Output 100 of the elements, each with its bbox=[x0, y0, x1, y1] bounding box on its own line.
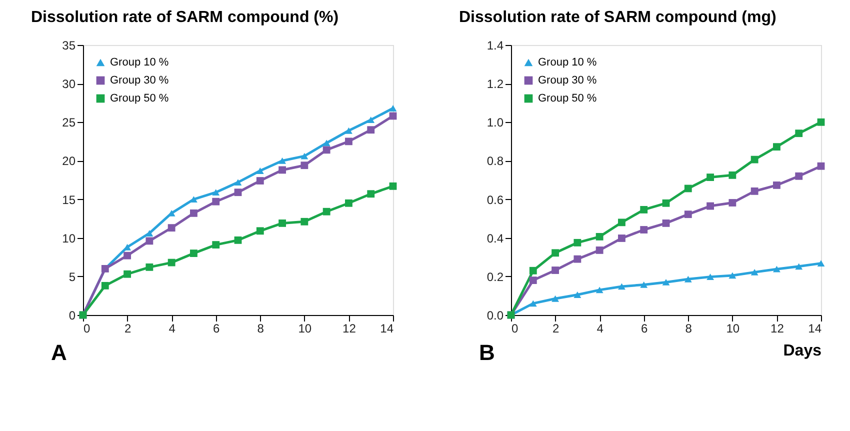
point bbox=[234, 179, 242, 186]
point bbox=[817, 118, 825, 126]
point bbox=[706, 174, 714, 182]
y-tick-label: 1.0 bbox=[486, 116, 504, 130]
point bbox=[773, 143, 780, 151]
point bbox=[596, 246, 604, 254]
point bbox=[300, 152, 308, 160]
point bbox=[773, 266, 780, 272]
point bbox=[278, 158, 286, 164]
point bbox=[300, 162, 308, 170]
point bbox=[750, 187, 758, 195]
point bbox=[256, 177, 264, 184]
point bbox=[146, 263, 154, 271]
point bbox=[662, 199, 670, 207]
point bbox=[367, 116, 375, 124]
point bbox=[367, 190, 375, 198]
point bbox=[168, 258, 176, 266]
point bbox=[795, 172, 803, 180]
point bbox=[389, 182, 397, 190]
point bbox=[529, 300, 537, 307]
x-tick-label: 0 bbox=[84, 322, 90, 336]
chart-title: Dissolution rate of SARM compound (%) bbox=[31, 9, 339, 26]
legend-label: Group 10 % bbox=[538, 56, 597, 68]
y-tick-label: 35 bbox=[62, 38, 76, 52]
point bbox=[618, 234, 626, 242]
point bbox=[146, 237, 154, 245]
point bbox=[684, 210, 692, 218]
legend-label: Group 50 % bbox=[110, 92, 169, 104]
text: B bbox=[479, 340, 495, 365]
text: A bbox=[51, 340, 67, 365]
y-tick-label: 0.6 bbox=[486, 192, 504, 207]
y-tick-label: 0.2 bbox=[486, 270, 504, 284]
point bbox=[529, 266, 537, 274]
point bbox=[124, 252, 131, 260]
point bbox=[234, 236, 242, 244]
point bbox=[662, 219, 670, 227]
point bbox=[256, 168, 264, 174]
point bbox=[596, 232, 604, 240]
point bbox=[212, 189, 220, 196]
point bbox=[552, 295, 559, 302]
point bbox=[618, 218, 626, 226]
x-tick-label: 2 bbox=[124, 322, 132, 336]
point bbox=[684, 276, 692, 282]
point bbox=[168, 224, 176, 232]
point bbox=[256, 227, 264, 235]
point bbox=[322, 208, 330, 216]
y-tick-label: 0.4 bbox=[486, 231, 504, 246]
x-tick-label: 6 bbox=[213, 322, 220, 336]
point bbox=[190, 209, 198, 217]
y-tick-label: 0.0 bbox=[486, 308, 504, 322]
point bbox=[662, 279, 670, 286]
x-tick-label: 8 bbox=[685, 322, 692, 336]
y-tick-label: 20 bbox=[62, 154, 76, 168]
point bbox=[728, 272, 736, 279]
legend-label: Group 10 % bbox=[110, 56, 169, 68]
y-tick-label: 5 bbox=[68, 270, 76, 284]
point bbox=[345, 138, 352, 146]
point bbox=[817, 260, 825, 267]
chart-title: Dissolution rate of SARM compound (mg) bbox=[459, 9, 776, 26]
point bbox=[234, 188, 242, 196]
point bbox=[552, 249, 559, 257]
point bbox=[618, 283, 626, 290]
point bbox=[278, 219, 286, 227]
point bbox=[706, 202, 714, 210]
x-axis-title: Days bbox=[783, 342, 822, 360]
point bbox=[574, 238, 582, 246]
legend-label: Group 30 % bbox=[538, 74, 597, 86]
point bbox=[596, 286, 604, 294]
x-tick-label: 10 bbox=[298, 322, 312, 336]
legend-label: Group 50 % bbox=[538, 92, 597, 104]
y-tick-label: 10 bbox=[62, 231, 76, 246]
point bbox=[640, 282, 648, 288]
x-tick-label: 4 bbox=[596, 322, 604, 336]
point bbox=[300, 218, 308, 226]
point bbox=[212, 241, 220, 249]
point bbox=[529, 276, 537, 284]
point bbox=[389, 105, 397, 112]
y-tick-label: 0.8 bbox=[486, 154, 504, 168]
x-tick-label: 2 bbox=[552, 322, 560, 336]
point bbox=[574, 255, 582, 263]
point bbox=[640, 226, 648, 234]
y-tick-label: 30 bbox=[62, 77, 76, 92]
point bbox=[750, 156, 758, 164]
point bbox=[278, 166, 286, 174]
x-tick-label: 8 bbox=[257, 322, 264, 336]
point bbox=[367, 126, 375, 134]
point bbox=[684, 184, 692, 192]
y-tick-label: 1.2 bbox=[486, 77, 504, 92]
point bbox=[795, 263, 803, 270]
x-tick-label: 10 bbox=[726, 322, 740, 336]
point bbox=[773, 182, 780, 189]
legend-label: Group 30 % bbox=[110, 74, 169, 86]
point bbox=[640, 206, 648, 214]
x-tick-label: 6 bbox=[641, 322, 648, 336]
point bbox=[750, 268, 758, 276]
point bbox=[345, 127, 352, 134]
point bbox=[322, 146, 330, 154]
point bbox=[817, 162, 825, 170]
y-tick-label: 25 bbox=[62, 116, 76, 130]
y-tick-label: 1.4 bbox=[486, 38, 504, 52]
